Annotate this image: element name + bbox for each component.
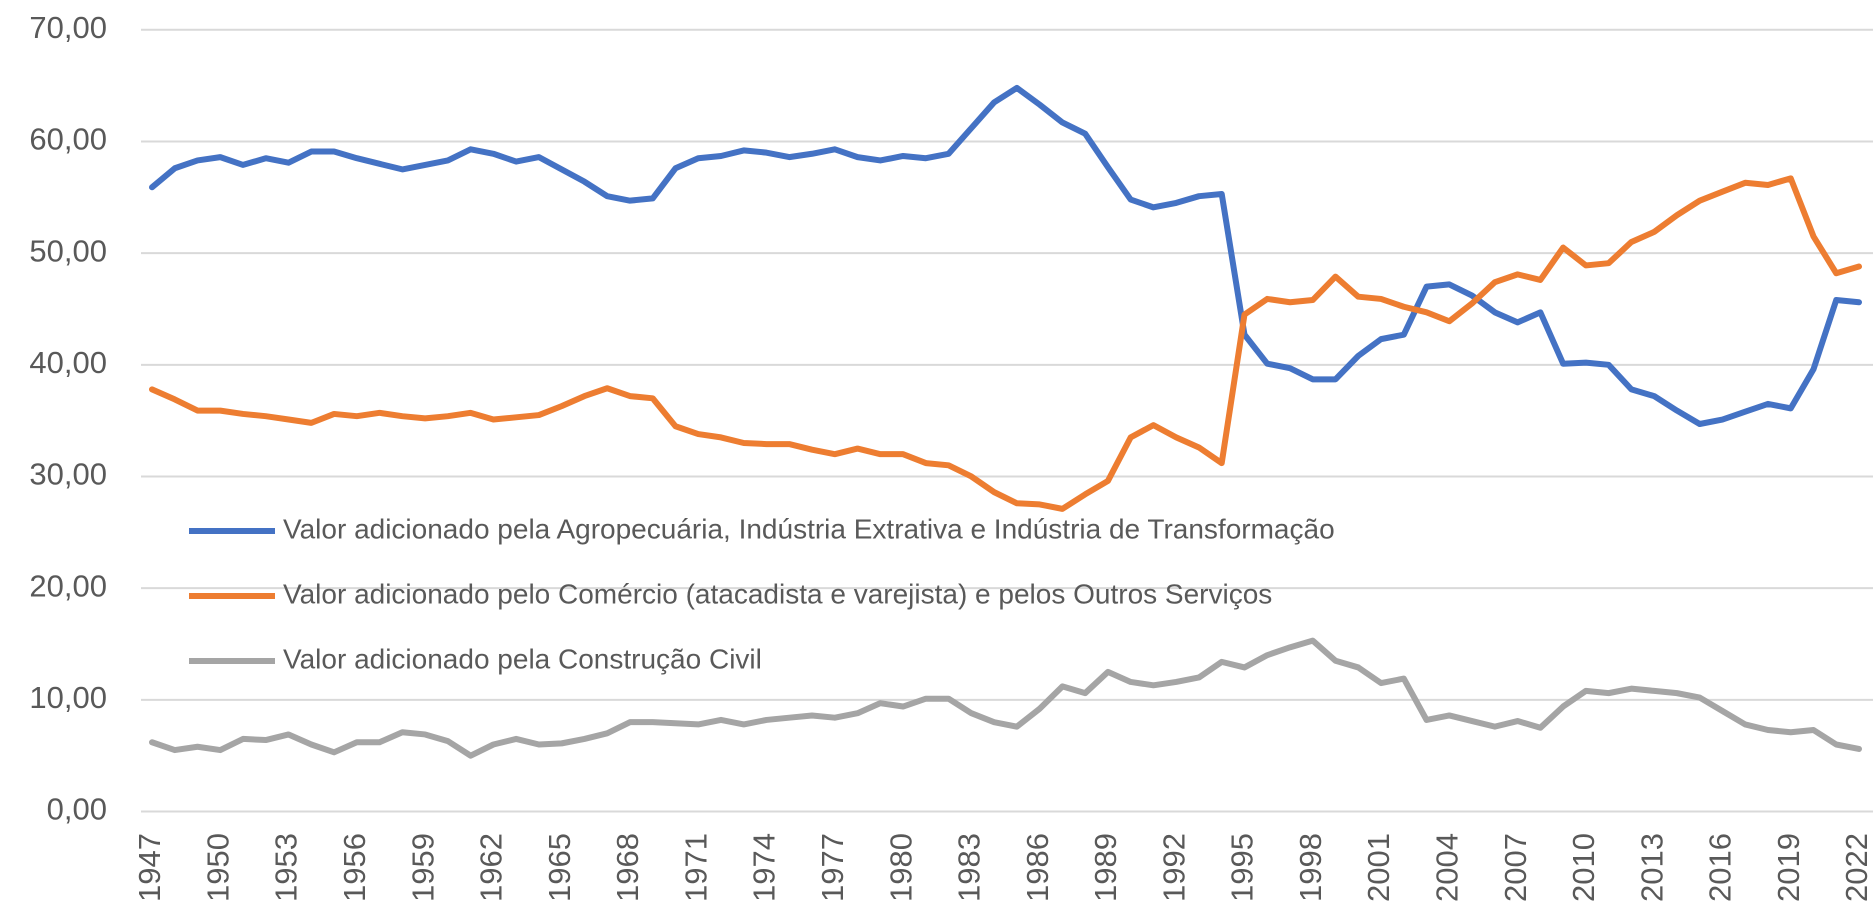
x-tick-label: 1947 bbox=[132, 833, 167, 902]
series-line bbox=[149, 637, 1862, 759]
x-tick-label: 2004 bbox=[1430, 833, 1465, 902]
series-line bbox=[149, 175, 1862, 512]
x-tick-label: 1968 bbox=[610, 833, 645, 902]
x-tick-label: 1959 bbox=[405, 833, 440, 902]
x-tick-label: 2001 bbox=[1361, 833, 1396, 902]
x-tick-label: 1995 bbox=[1225, 833, 1260, 902]
x-tick-label: 1980 bbox=[883, 833, 918, 902]
x-tick-label: 2007 bbox=[1498, 833, 1533, 902]
y-tick-label: 50,00 bbox=[29, 233, 107, 268]
legend-label: Valor adicionado pelo Comércio (atacadis… bbox=[283, 578, 1272, 609]
series-line bbox=[149, 84, 1862, 427]
x-tick-label: 1965 bbox=[542, 833, 577, 902]
x-tick-label: 1962 bbox=[474, 833, 509, 902]
y-tick-label: 60,00 bbox=[29, 122, 107, 157]
x-tick-label: 2019 bbox=[1771, 833, 1806, 902]
x-tick-label: 2013 bbox=[1634, 833, 1669, 902]
y-tick-label: 10,00 bbox=[29, 680, 107, 715]
y-tick-label: 0,00 bbox=[47, 792, 107, 827]
x-tick-label: 1950 bbox=[200, 833, 235, 902]
x-tick-label: 1983 bbox=[952, 833, 987, 902]
legend-label: Valor adicionado pela Construção Civil bbox=[283, 643, 762, 674]
x-tick-label: 1998 bbox=[1293, 833, 1328, 902]
y-tick-label: 20,00 bbox=[29, 568, 107, 603]
x-tick-label: 1992 bbox=[1156, 833, 1191, 902]
legend-label: Valor adicionado pela Agropecuária, Indú… bbox=[283, 513, 1335, 544]
x-tick-label: 1989 bbox=[1088, 833, 1123, 902]
x-tick-label: 2022 bbox=[1839, 833, 1873, 902]
x-tick-label: 1971 bbox=[678, 833, 713, 902]
y-tick-label: 70,00 bbox=[29, 10, 107, 45]
x-tick-label: 1956 bbox=[337, 833, 372, 902]
x-tick-label: 1953 bbox=[269, 833, 304, 902]
y-tick-label: 40,00 bbox=[29, 345, 107, 380]
x-tick-label: 2016 bbox=[1703, 833, 1738, 902]
x-tick-label: 2010 bbox=[1566, 833, 1601, 902]
x-tick-label: 1974 bbox=[747, 833, 782, 902]
y-tick-label: 30,00 bbox=[29, 457, 107, 492]
x-tick-label: 1986 bbox=[1020, 833, 1055, 902]
x-tick-label: 1977 bbox=[815, 833, 850, 902]
